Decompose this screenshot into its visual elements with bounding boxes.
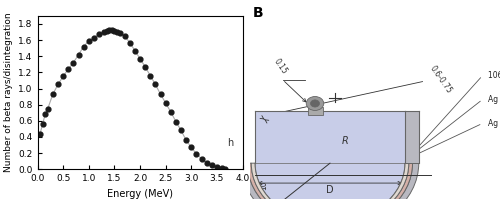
Text: B: B: [252, 6, 263, 20]
Point: [208, 164, 216, 167]
Point: [162, 101, 170, 105]
Text: R: R: [342, 136, 348, 146]
Circle shape: [306, 97, 324, 110]
Point: [36, 132, 44, 135]
Point: [90, 36, 98, 39]
Point: [141, 65, 149, 68]
Point: [146, 74, 154, 77]
Wedge shape: [252, 163, 409, 199]
Point: [113, 30, 121, 34]
Point: [41, 113, 49, 116]
Point: [105, 29, 113, 32]
Point: [177, 129, 185, 132]
Point: [64, 67, 72, 71]
Point: [74, 53, 82, 56]
Point: [192, 152, 200, 155]
Point: [44, 107, 52, 110]
Point: [198, 157, 205, 160]
Point: [54, 83, 62, 86]
Bar: [255, 111, 405, 163]
Bar: [405, 111, 419, 163]
Point: [116, 31, 124, 34]
Point: [108, 29, 116, 32]
Point: [131, 49, 139, 52]
Text: 0.6-0.75: 0.6-0.75: [428, 64, 453, 95]
Point: [38, 122, 46, 126]
Point: [80, 45, 88, 48]
Point: [49, 93, 57, 96]
Point: [187, 146, 195, 149]
Point: [218, 167, 226, 170]
Point: [182, 139, 190, 142]
Point: [126, 41, 134, 44]
Text: 0.15: 0.15: [272, 57, 288, 76]
Text: Ag : 0.1 mm: Ag : 0.1 mm: [488, 119, 500, 128]
Text: 106Ru : 0.2mm: 106Ru : 0.2mm: [488, 71, 500, 80]
Text: 10: 10: [259, 180, 268, 190]
Point: [172, 120, 180, 123]
Point: [102, 30, 110, 33]
Wedge shape: [248, 163, 412, 199]
Point: [70, 61, 78, 64]
Point: [120, 34, 128, 38]
Point: [213, 166, 221, 169]
Point: [136, 57, 144, 60]
Point: [220, 167, 228, 170]
Point: [59, 75, 67, 78]
Text: Ag : 0.7 mm: Ag : 0.7 mm: [488, 95, 500, 104]
Point: [84, 39, 93, 43]
Point: [202, 161, 210, 164]
Point: [110, 30, 118, 33]
Point: [100, 30, 108, 34]
Wedge shape: [241, 163, 419, 199]
Point: [167, 110, 175, 113]
Bar: [308, 107, 322, 115]
Point: [156, 93, 164, 96]
Point: [95, 33, 103, 36]
Wedge shape: [255, 163, 405, 199]
Text: D: D: [326, 185, 334, 195]
Circle shape: [310, 100, 320, 107]
Y-axis label: Number of beta rays/disintegration: Number of beta rays/disintegration: [4, 13, 13, 172]
X-axis label: Energy (MeV): Energy (MeV): [107, 189, 173, 199]
Text: h: h: [227, 138, 233, 148]
Point: [152, 83, 160, 86]
